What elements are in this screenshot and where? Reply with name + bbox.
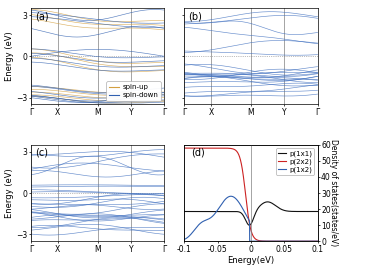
p(1x2)	[312, 240, 316, 243]
p(2x2)	[247, 220, 251, 223]
p(1x2)	[315, 240, 320, 243]
p(1x1)	[315, 210, 320, 213]
p(1x1)	[247, 224, 251, 227]
X-axis label: Energy(eV): Energy(eV)	[227, 256, 274, 265]
p(1x2)	[287, 240, 292, 243]
Text: (a): (a)	[35, 11, 49, 21]
p(1x2)	[243, 212, 248, 216]
Line: p(1x2): p(1x2)	[184, 196, 318, 241]
Text: (d): (d)	[191, 148, 205, 158]
Y-axis label: Energy (eV): Energy (eV)	[4, 31, 14, 81]
p(1x2)	[189, 233, 193, 236]
p(2x2)	[243, 193, 248, 196]
p(1x2)	[247, 219, 251, 222]
p(1x1)	[182, 210, 187, 213]
Y-axis label: Density of states(states/eV): Density of states(states/eV)	[329, 140, 338, 247]
p(2x2)	[287, 240, 291, 243]
p(1x1)	[287, 210, 292, 213]
p(1x2)	[182, 238, 187, 241]
Legend: spin-up, spin-down: spin-up, spin-down	[106, 81, 161, 101]
p(1x2)	[312, 240, 316, 243]
p(1x1)	[312, 210, 316, 213]
p(1x1)	[312, 210, 316, 213]
p(2x2)	[315, 240, 320, 243]
p(2x2)	[311, 240, 316, 243]
p(2x2)	[182, 146, 187, 150]
p(1x2)	[229, 195, 233, 198]
Line: p(1x1): p(1x1)	[184, 202, 318, 225]
p(2x2)	[189, 146, 193, 150]
Legend: p(1x1), p(2x2), p(1x2): p(1x1), p(2x2), p(1x2)	[276, 148, 314, 175]
p(2x2)	[311, 240, 316, 243]
Text: (c): (c)	[35, 148, 48, 158]
p(1x1)	[265, 200, 270, 204]
Y-axis label: Energy (eV): Energy (eV)	[4, 168, 14, 218]
p(1x2)	[247, 240, 252, 243]
Text: (b): (b)	[188, 11, 202, 21]
Line: p(2x2): p(2x2)	[184, 148, 318, 241]
p(1x1)	[243, 218, 248, 222]
p(1x1)	[247, 224, 251, 227]
p(1x1)	[189, 210, 193, 213]
